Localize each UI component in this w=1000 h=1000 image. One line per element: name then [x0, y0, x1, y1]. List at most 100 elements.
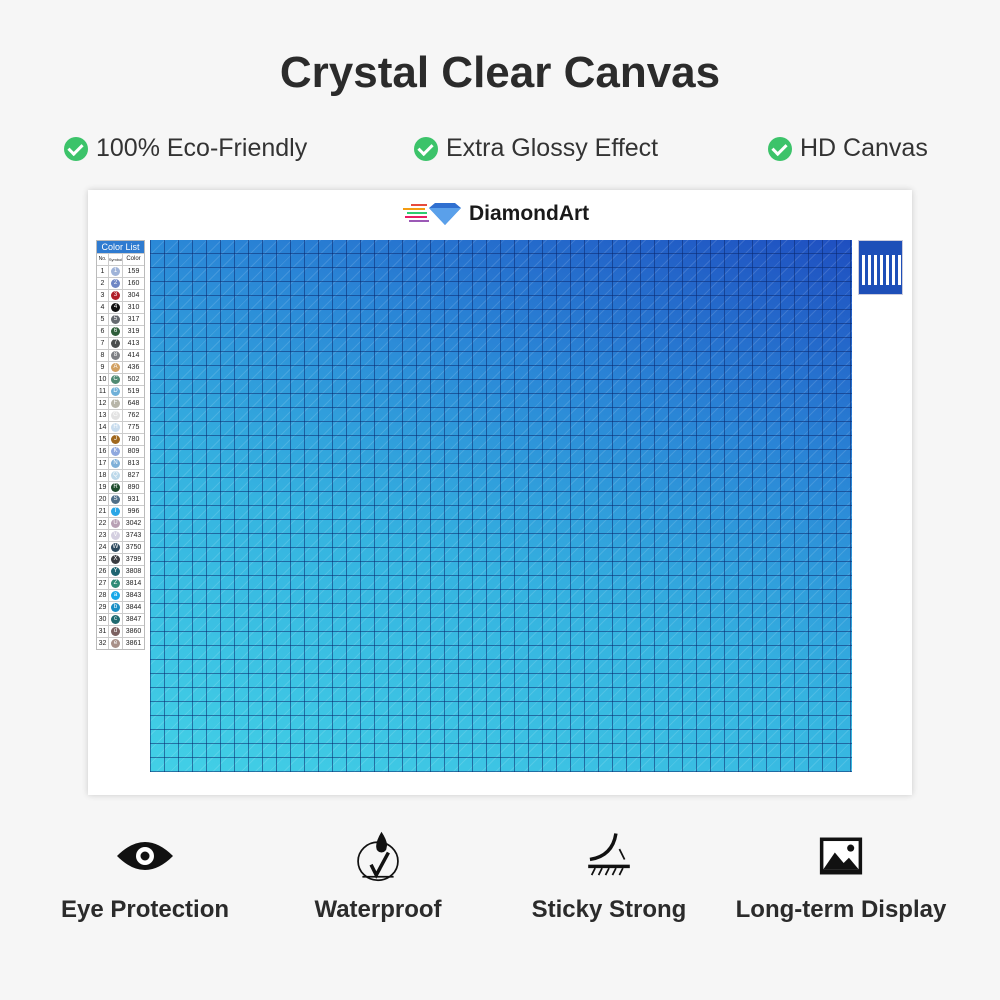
- color-list-row: 10 C 502: [97, 373, 144, 385]
- color-list-row: 14 H 775: [97, 421, 144, 433]
- color-code: 3814: [125, 580, 142, 587]
- color-swatch: A: [111, 363, 120, 372]
- color-list-row: 22 U 3042: [97, 517, 144, 529]
- color-code: 159: [127, 268, 140, 275]
- color-swatch: Y: [111, 567, 120, 576]
- color-no: 24: [97, 542, 109, 553]
- color-symbol: Z: [109, 578, 123, 589]
- color-swatch: G: [111, 411, 120, 420]
- color-swatch: Z: [111, 579, 120, 588]
- color-code: 413: [127, 340, 140, 347]
- color-symbol: R: [109, 482, 123, 493]
- color-symbol: e: [109, 638, 123, 649]
- color-swatch: d: [111, 627, 120, 636]
- color-swatch: D: [111, 387, 120, 396]
- color-no: 21: [97, 506, 109, 517]
- color-swatch: 8: [111, 351, 120, 360]
- color-symbol: J: [109, 434, 123, 445]
- color-symbol: K: [109, 446, 123, 457]
- color-symbol: G: [109, 410, 123, 421]
- color-list-row: 25 X 3799: [97, 553, 144, 565]
- color-list-header: No. Symbol Color: [97, 253, 144, 265]
- check-icon: [64, 136, 88, 161]
- color-symbol: D: [109, 386, 123, 397]
- color-list-row: 7 7 413: [97, 337, 144, 349]
- header-color: Color: [126, 256, 141, 262]
- color-code: 304: [127, 292, 140, 299]
- color-no: 13: [97, 410, 109, 421]
- color-symbol: F: [109, 398, 123, 409]
- color-symbol: 5: [109, 314, 123, 325]
- color-code: 775: [127, 424, 140, 431]
- color-list-row: 18 Q 827: [97, 469, 144, 481]
- feature-waterproof: Waterproof: [263, 830, 493, 924]
- color-list-row: 12 F 648: [97, 397, 144, 409]
- color-swatch: 5: [111, 315, 120, 324]
- color-code: 3844: [125, 604, 142, 611]
- color-symbol: 1: [109, 266, 123, 277]
- color-code: 3750: [125, 544, 142, 551]
- page-title: Crystal Clear Canvas: [279, 48, 721, 97]
- color-symbol: V: [109, 530, 123, 541]
- color-list-row: 16 K 809: [97, 445, 144, 457]
- color-list-row: 13 G 762: [97, 409, 144, 421]
- color-code: 931: [127, 496, 140, 503]
- color-code: 3847: [125, 616, 142, 623]
- feature-long-term-display: Long-term Display: [726, 830, 956, 924]
- color-list-row: 20 S 931: [97, 493, 144, 505]
- color-code: 762: [127, 412, 140, 419]
- color-code: 648: [127, 400, 140, 407]
- color-code: 3860: [125, 628, 142, 635]
- color-list-row: 28 a 3843: [97, 589, 144, 601]
- check-icon: [414, 136, 438, 161]
- sticky-icon: [588, 833, 630, 876]
- color-swatch: C: [111, 375, 120, 384]
- color-swatch: 7: [111, 339, 120, 348]
- feature-label: 100% Eco-Friendly: [96, 134, 308, 162]
- color-list-row: 23 V 3743: [97, 529, 144, 541]
- color-symbol: Y: [109, 566, 123, 577]
- color-symbol: b: [109, 602, 123, 613]
- color-swatch: K: [111, 447, 120, 456]
- feature-eco: 100% Eco-Friendly: [64, 134, 307, 163]
- color-symbol: A: [109, 362, 123, 373]
- color-code: 809: [127, 448, 140, 455]
- color-code: 3799: [125, 556, 142, 563]
- color-swatch: 3: [111, 291, 120, 300]
- color-list-row: 30 c 3847: [97, 613, 144, 625]
- color-swatch: T: [111, 507, 120, 516]
- color-symbol: N: [109, 458, 123, 469]
- feature-label: Eye Protection: [60, 896, 230, 923]
- color-no: 9: [97, 362, 109, 373]
- color-no: 22: [97, 518, 109, 529]
- color-symbol: S: [109, 494, 123, 505]
- feature-label: Sticky Strong: [531, 896, 687, 923]
- feature-label: Long-term Display: [735, 896, 947, 923]
- feature-label: Extra Glossy Effect: [446, 134, 659, 162]
- color-symbol: W: [109, 542, 123, 553]
- color-list-row: 2 2 160: [97, 277, 144, 289]
- color-no: 23: [97, 530, 109, 541]
- color-list-row: 6 6 319: [97, 325, 144, 337]
- color-no: 20: [97, 494, 109, 505]
- color-no: 28: [97, 590, 109, 601]
- color-code: 827: [127, 472, 140, 479]
- color-swatch: 4: [111, 303, 120, 312]
- color-code: 502: [127, 376, 140, 383]
- color-list-row: 8 8 414: [97, 349, 144, 361]
- color-list: Color List No. Symbol Color 1 1 159 2 2 160 3 3…: [96, 240, 145, 650]
- color-code: 3843: [125, 592, 142, 599]
- color-swatch: W: [111, 543, 120, 552]
- color-no: 7: [97, 338, 109, 349]
- color-symbol: H: [109, 422, 123, 433]
- color-swatch: 1: [111, 267, 120, 276]
- color-list-title: Color List: [97, 241, 144, 253]
- color-list-row: 26 Y 3808: [97, 565, 144, 577]
- color-no: 16: [97, 446, 109, 457]
- check-icon: [768, 136, 792, 161]
- color-list-row: 24 W 3750: [97, 541, 144, 553]
- color-symbol: 8: [109, 350, 123, 361]
- color-symbol: 3: [109, 290, 123, 301]
- color-swatch: 6: [111, 327, 120, 336]
- feature-label: Waterproof: [314, 896, 442, 923]
